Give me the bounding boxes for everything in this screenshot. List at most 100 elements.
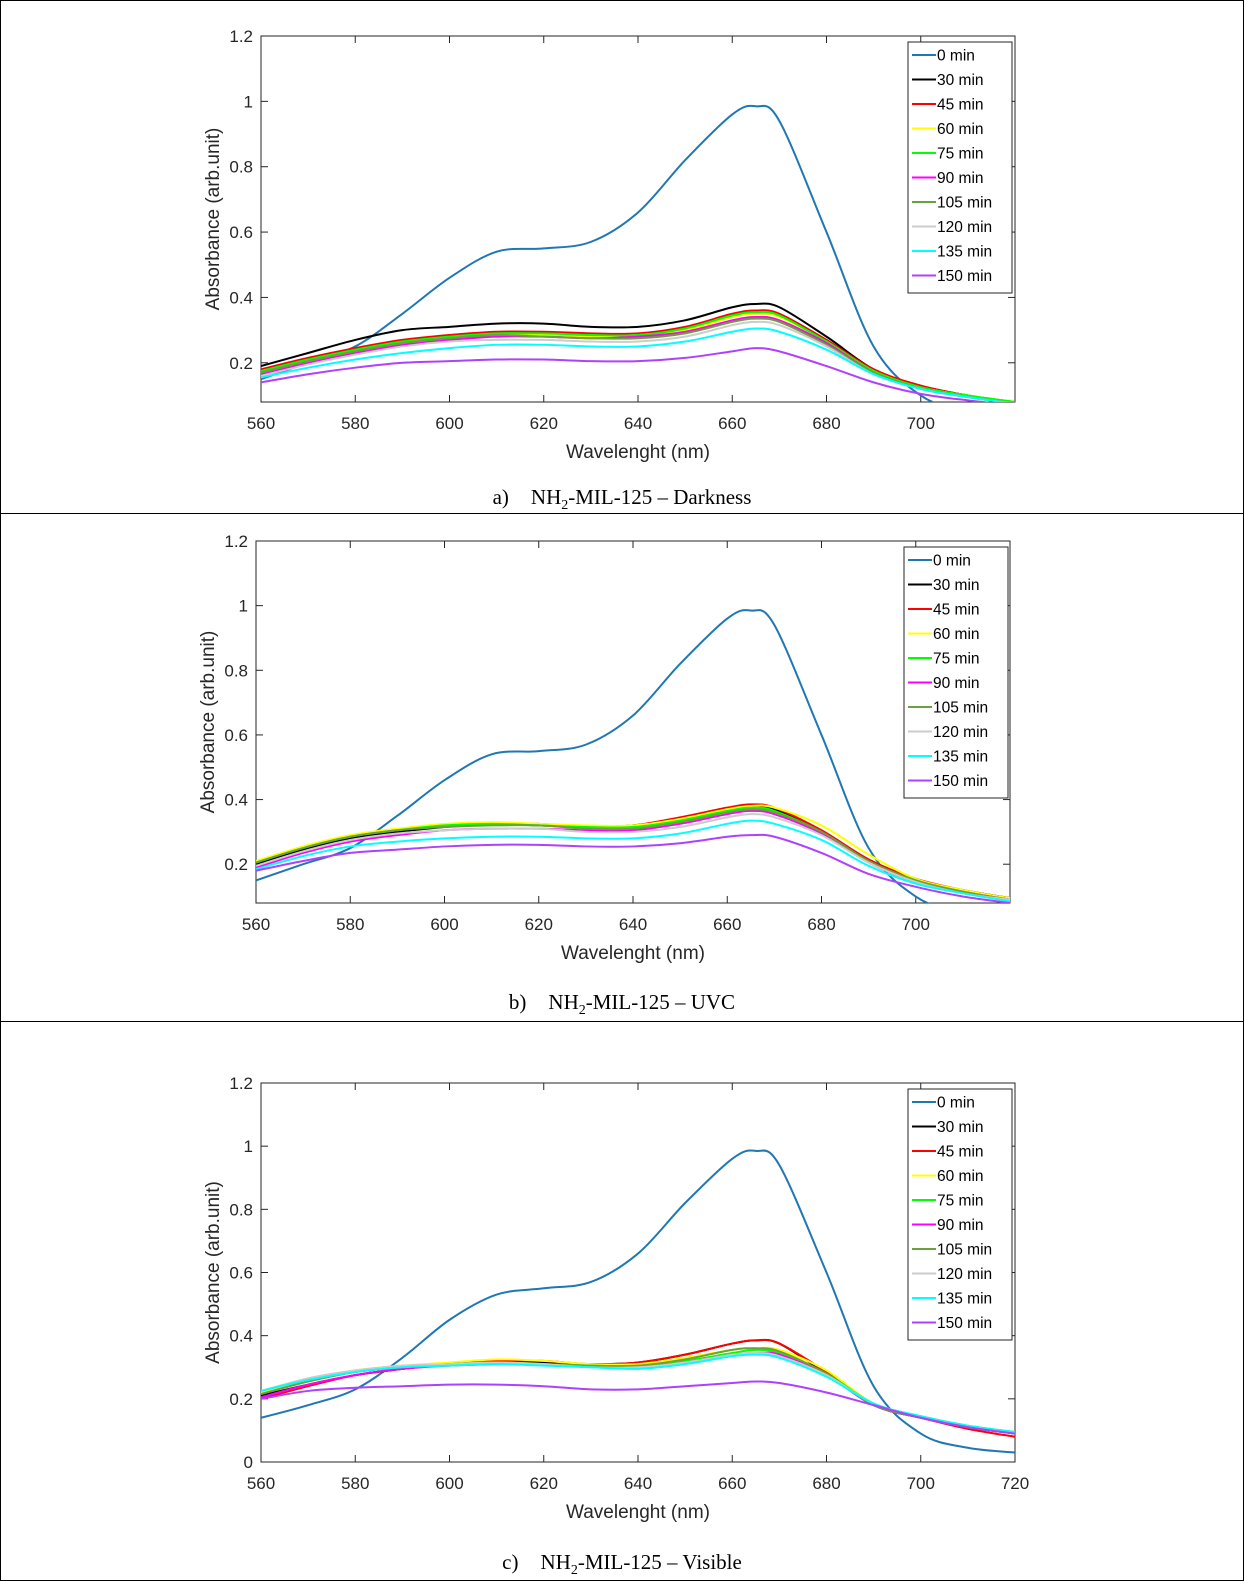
x-tick-label: 600: [430, 915, 458, 934]
series-line-75-min: [261, 310, 1015, 402]
legend-label: 45 min: [937, 97, 984, 114]
x-tick-label: 640: [624, 1474, 652, 1493]
y-tick-label: 0.8: [229, 158, 253, 177]
legend-label: 0 min: [933, 553, 971, 570]
chart-a: 560 580 600 620 640 660 680 700 0.2 0.4 0.6 0.8 1 1.2…: [203, 27, 1016, 463]
legend-label: 105 min: [933, 700, 988, 717]
x-tick-label: 680: [812, 1474, 840, 1493]
x-tick-label: 580: [336, 915, 364, 934]
legend-label: 105 min: [937, 1242, 992, 1259]
x-tick-label: 580: [341, 1474, 369, 1493]
y-tick-label: 0: [244, 1453, 253, 1472]
x-tick-label: 620: [525, 915, 553, 934]
x-tick-label: 660: [718, 414, 746, 433]
legend-label: 45 min: [937, 1144, 984, 1161]
x-tick-label: 560: [247, 414, 275, 433]
y-tick-label: 0.4: [229, 1327, 253, 1346]
caption-compound: NH: [548, 990, 579, 1014]
legend-label: 0 min: [937, 1095, 975, 1112]
series-line-60-min: [256, 804, 1010, 900]
series-line-135-min: [261, 1353, 1015, 1433]
legend-label: 135 min: [937, 244, 992, 261]
legend-label: 135 min: [933, 749, 988, 766]
caption-c: c) NH2-MIL-125 – Visible: [0, 1550, 1244, 1579]
caption-subscript: 2: [570, 1563, 578, 1579]
x-axis-label: Wavelenght (nm): [561, 943, 705, 964]
series-line-105-min: [261, 317, 1011, 402]
x-tick-label: 680: [812, 414, 840, 433]
axes-box: [260, 1082, 1016, 1463]
y-tick-label: 0.6: [229, 223, 253, 242]
caption-letter: a): [492, 485, 509, 509]
legend-label: 30 min: [937, 72, 984, 89]
legend-label: 150 min: [933, 773, 988, 790]
x-axis-label: Wavelenght (nm): [566, 1502, 710, 1523]
y-axis-label: Absorbance (arb.unit): [198, 631, 219, 814]
legend-label: 75 min: [937, 1193, 984, 1210]
y-tick-label: 1: [244, 1137, 253, 1156]
x-tick-label: 700: [902, 915, 930, 934]
x-tick-label: 560: [242, 915, 270, 934]
y-tick-label: 1.2: [229, 27, 253, 46]
series-line-45-min: [261, 309, 1015, 402]
legend-label: 30 min: [937, 1119, 984, 1136]
legend-label: 45 min: [933, 602, 980, 619]
caption-subscript: 2: [578, 1003, 586, 1019]
y-tick-label: 1: [244, 92, 253, 111]
y-tick-label: 0.2: [224, 855, 248, 874]
y-tick-label: 1: [239, 597, 248, 616]
legend-label: 75 min: [933, 651, 980, 668]
legend-label: 0 min: [937, 48, 975, 65]
legend-label: 120 min: [933, 724, 988, 741]
series-line-105-min: [256, 808, 1010, 901]
y-tick-label: 0.2: [229, 354, 253, 373]
series-line-120-min: [256, 813, 1010, 901]
series-line-0-min: [256, 609, 931, 903]
legend-label: 150 min: [937, 268, 992, 285]
y-tick-label: 1.2: [224, 532, 248, 551]
legend-label: 75 min: [937, 146, 984, 163]
caption-letter: b): [508, 990, 527, 1014]
series-line-150-min: [256, 833, 1010, 903]
y-tick-label: 0.2: [229, 1390, 253, 1409]
caption-letter: c): [502, 1550, 519, 1574]
y-tick-label: 1.2: [229, 1074, 253, 1093]
series-line-135-min: [261, 327, 1011, 402]
legend-label: 90 min: [937, 1217, 984, 1234]
legend-label: 60 min: [933, 626, 980, 643]
y-tick-label: 0.8: [229, 1200, 253, 1219]
caption-b: b) NH2-MIL-125 – UVC: [0, 990, 1244, 1019]
legend-label: 120 min: [937, 219, 992, 236]
x-tick-label: 660: [713, 915, 741, 934]
x-tick-label: 580: [341, 414, 369, 433]
legend-label: 60 min: [937, 121, 984, 138]
y-tick-label: 0.6: [229, 1264, 253, 1283]
x-axis-label: Wavelenght (nm): [566, 442, 710, 463]
series-line-0-min: [261, 1149, 1015, 1454]
chart-b: 560 580 600 620 640 660 680 700 0.2 0.4 0.6 0.8 1 1.2…: [198, 532, 1011, 964]
y-axis-label: Absorbance (arb.unit): [203, 128, 224, 311]
series-line-0-min: [261, 104, 936, 402]
y-tick-label: 0.6: [224, 726, 248, 745]
x-tick-label: 700: [907, 414, 935, 433]
legend-label: 90 min: [937, 170, 984, 187]
legend-label: 60 min: [937, 1168, 984, 1185]
caption-compound: NH: [540, 1550, 571, 1574]
y-tick-label: 0.4: [224, 791, 248, 810]
legend-label: 30 min: [933, 577, 980, 594]
x-tick-label: 660: [718, 1474, 746, 1493]
y-tick-label: 0.4: [229, 288, 253, 307]
caption-compound: NH: [530, 485, 562, 509]
caption-condition: -MIL-125 – UVC: [585, 990, 736, 1014]
legend-label: 135 min: [937, 1291, 992, 1308]
x-tick-label: 700: [907, 1474, 935, 1493]
x-tick-label: 560: [247, 1474, 275, 1493]
legend-label: 90 min: [933, 675, 980, 692]
y-tick-label: 0.8: [224, 661, 248, 680]
caption-subscript: 2: [561, 498, 569, 514]
legend-label: 120 min: [937, 1266, 992, 1283]
legend-label: 150 min: [937, 1315, 992, 1332]
caption-a: a) NH2-MIL-125 – Darkness: [0, 485, 1244, 514]
